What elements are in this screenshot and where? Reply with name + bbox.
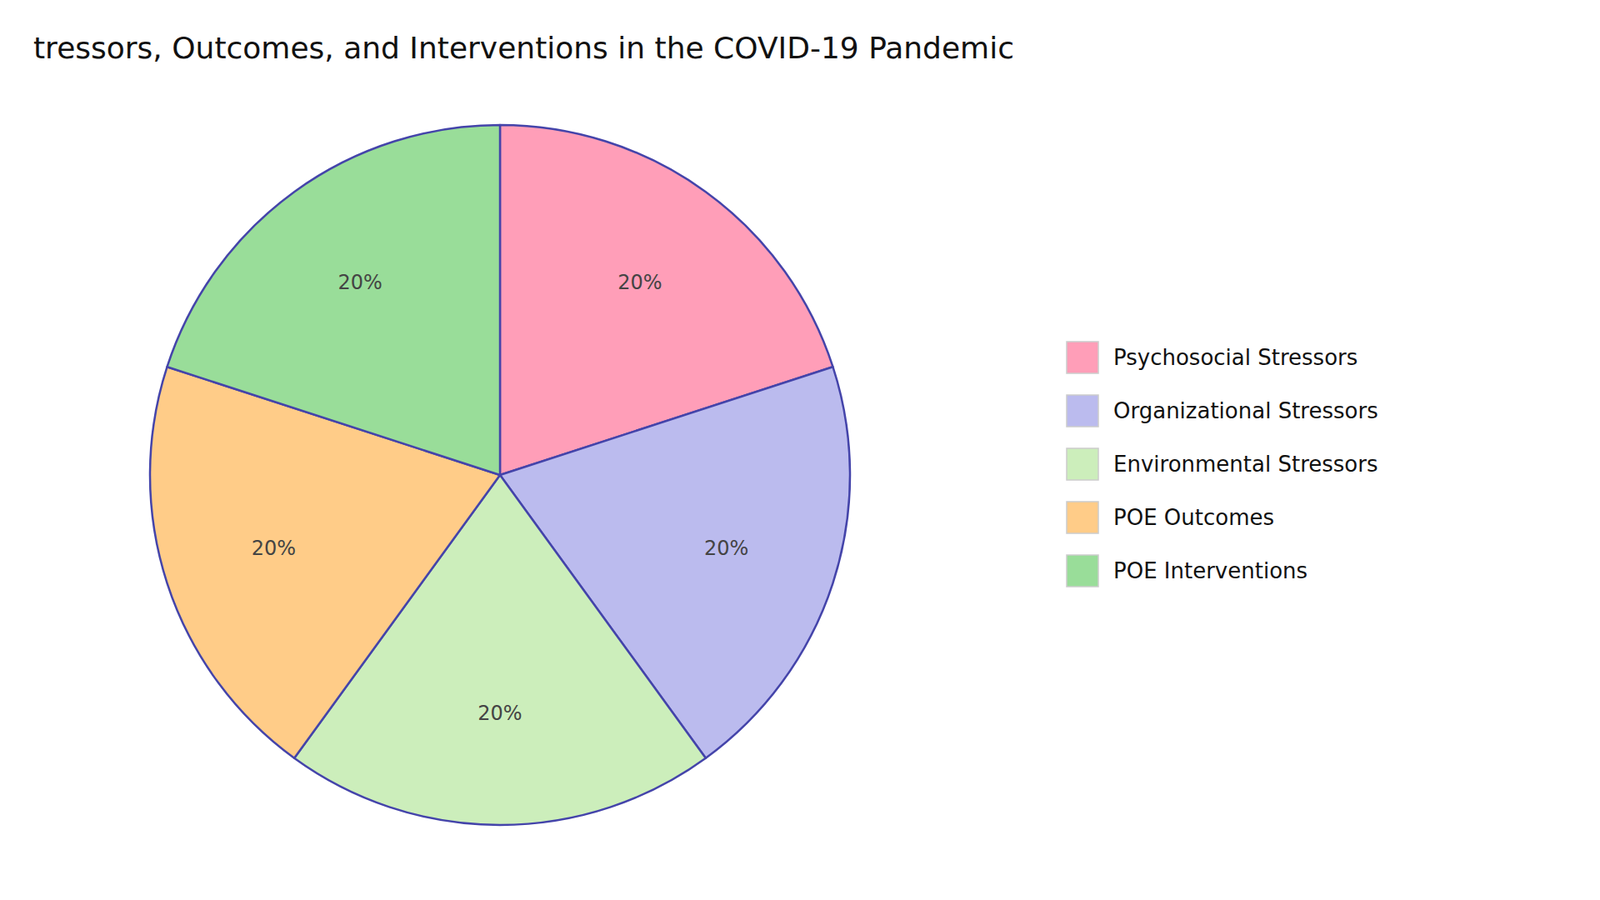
legend-swatch bbox=[1066, 501, 1099, 534]
data-label: 20% bbox=[337, 270, 382, 295]
chart: tressors, Outcomes, and Interventions in… bbox=[0, 0, 1600, 900]
legend-label: Organizational Stressors bbox=[1113, 398, 1379, 424]
background bbox=[0, 0, 1600, 900]
pie-slice bbox=[167, 125, 500, 475]
legend-label: Environmental Stressors bbox=[1113, 451, 1378, 477]
legend-swatch bbox=[1066, 395, 1099, 427]
title: tressors, Outcomes, and Interventions in… bbox=[33, 30, 1015, 65]
data-labels: 20% 20% 20% 20% 20% bbox=[251, 270, 750, 725]
slices bbox=[150, 125, 850, 825]
legend-swatch bbox=[1066, 341, 1099, 374]
legend-label: POE Outcomes bbox=[1113, 505, 1275, 530]
data-label: 20% bbox=[617, 270, 662, 295]
legend-swatch bbox=[1066, 448, 1099, 480]
legend-swatch bbox=[1066, 555, 1099, 587]
data-label: 20% bbox=[704, 536, 749, 560]
legend-label: Psychosocial Stressors bbox=[1113, 345, 1358, 370]
data-label: 20% bbox=[251, 536, 296, 560]
legend: Psychosocial Stressors Organizational Str… bbox=[1066, 341, 1379, 587]
data-label: 20% bbox=[477, 701, 522, 725]
legend-label: POE Interventions bbox=[1113, 558, 1308, 584]
